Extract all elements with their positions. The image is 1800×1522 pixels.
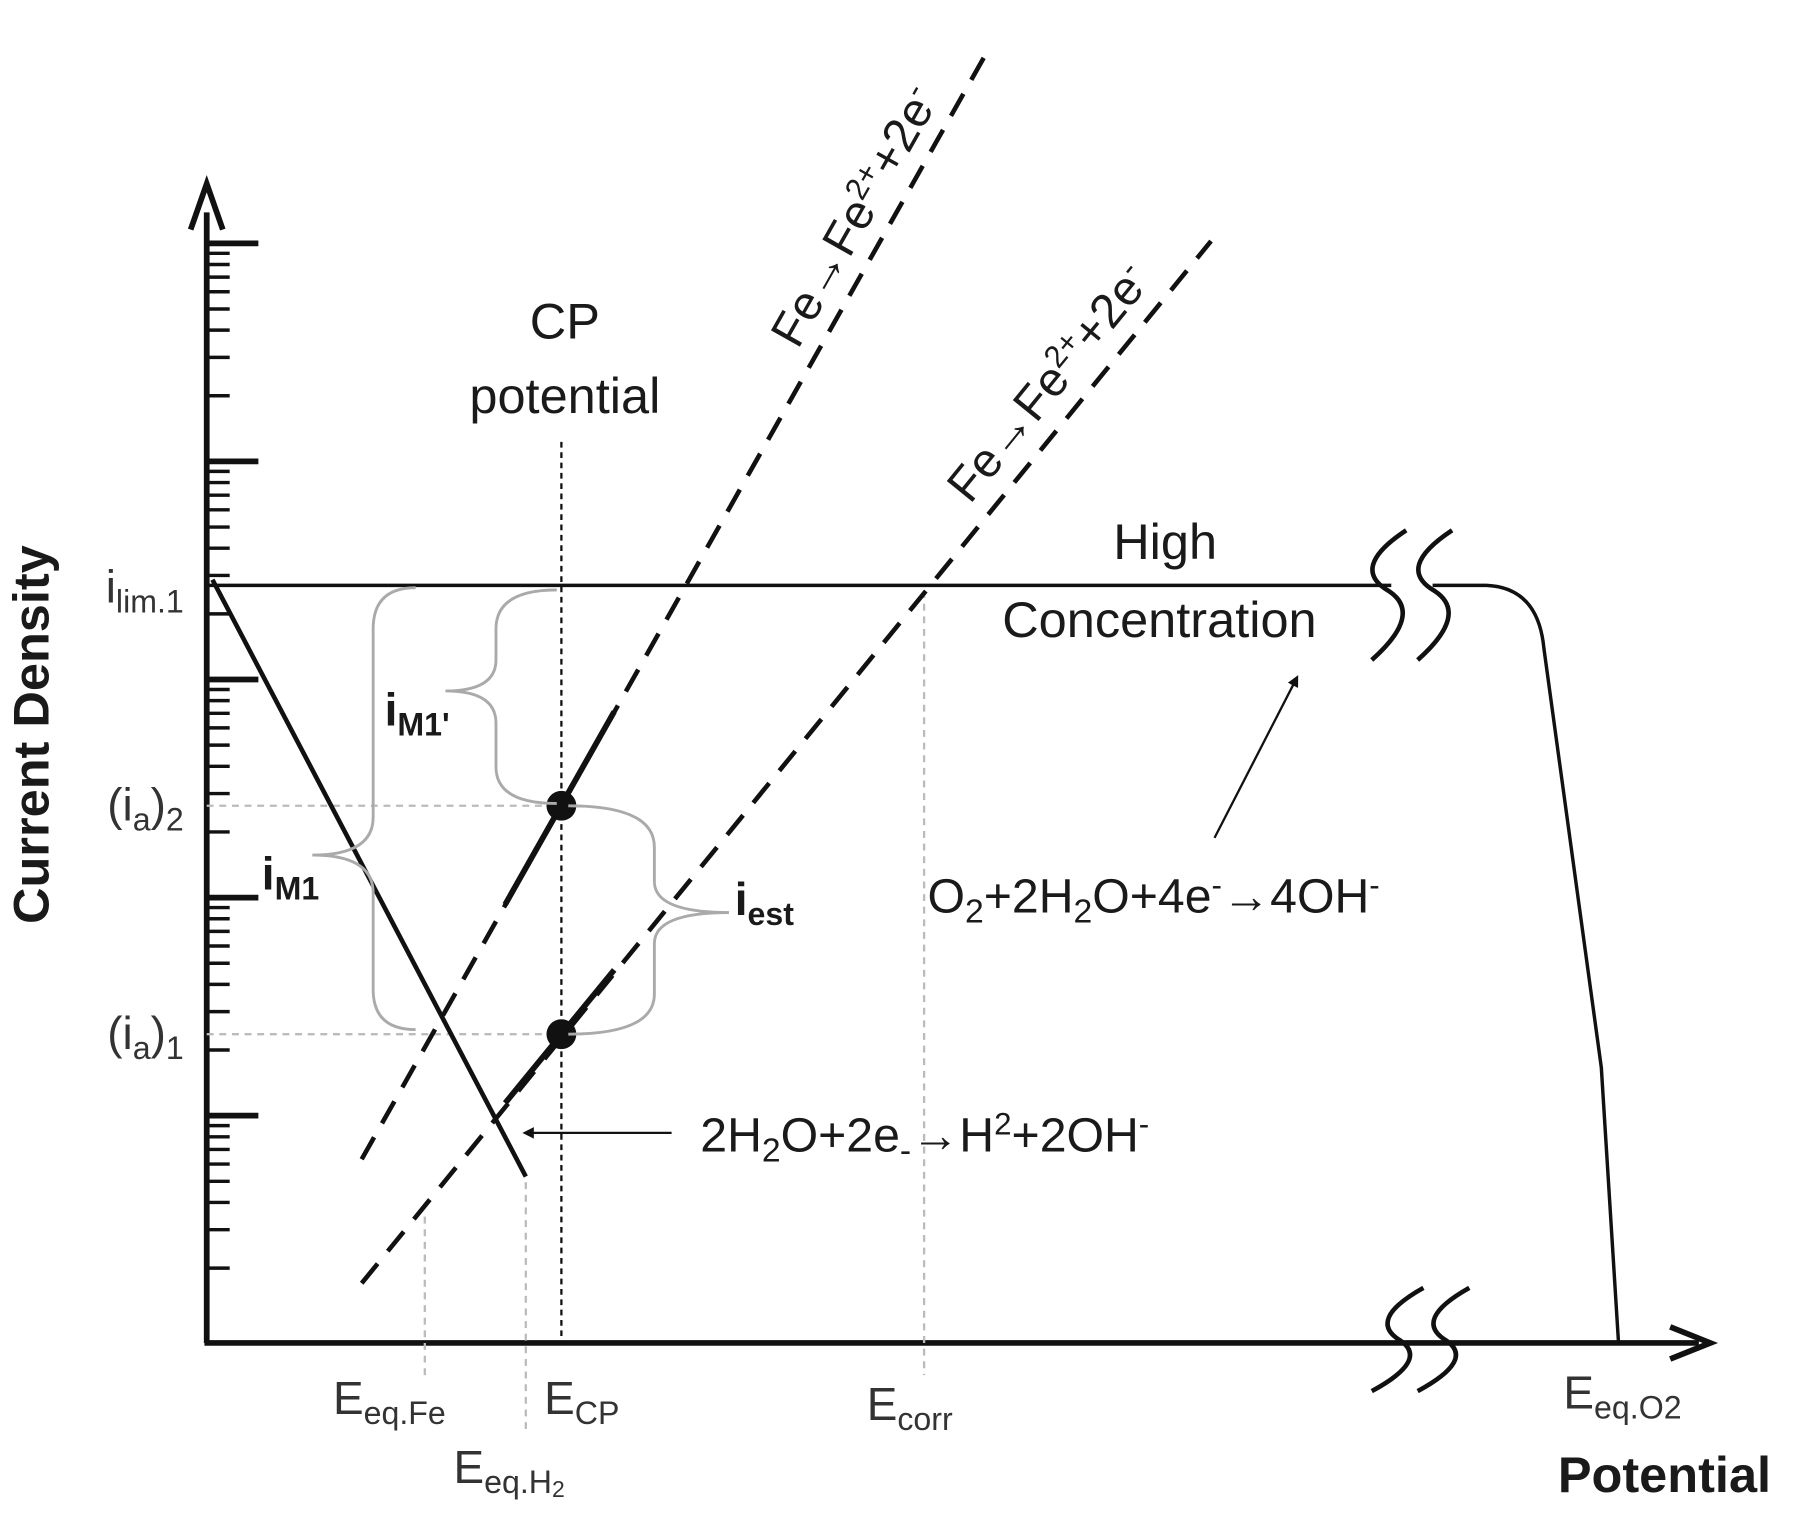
label-part: Fe→Fe	[937, 353, 1080, 512]
label-part: (i	[107, 779, 132, 831]
cp-title: CP	[530, 293, 600, 350]
x-label: Eeq.O2	[1563, 1366, 1681, 1425]
label-part: )	[151, 1007, 166, 1059]
fe-line-upper	[359, 50, 990, 1161]
reaction-label: O2+2H2O+4e-→4OH-	[928, 867, 1380, 930]
y-ticks	[206, 240, 259, 1270]
label-part: 2	[965, 893, 984, 931]
label-part: -	[1139, 1106, 1149, 1141]
line-break	[1370, 528, 1454, 662]
x-label: Ecorr	[867, 1378, 953, 1437]
label-part: -	[1369, 867, 1379, 902]
label-part: CP	[575, 1395, 620, 1431]
y-axis-title: Current Density	[2, 545, 59, 924]
reaction-label: Fe→Fe2++2e-	[759, 77, 950, 356]
label-part: corr	[897, 1400, 953, 1436]
x-label: ECP	[544, 1372, 619, 1431]
label-part: est	[747, 895, 794, 931]
label-part: eq.Fe	[364, 1395, 446, 1431]
oxygen-curve	[1432, 583, 1621, 1344]
guides	[206, 591, 926, 1430]
label-part: 2H	[700, 1108, 762, 1162]
label-part: E	[1563, 1366, 1594, 1418]
label-part: eq.O2	[1594, 1389, 1682, 1425]
label-part: 2	[762, 1131, 781, 1169]
label-part: lim.1	[116, 583, 184, 619]
label-part: O+2e	[781, 1108, 900, 1162]
braces	[312, 586, 729, 1036]
label-part: i	[735, 873, 748, 925]
current-label: iM1'	[385, 683, 450, 742]
reaction-label: 2H2O+2e-→H2+2OH-	[700, 1106, 1149, 1169]
label-part: -	[900, 1131, 911, 1169]
label-part: E	[867, 1378, 898, 1430]
y-label: (ia)2	[107, 779, 184, 838]
label-part: E	[544, 1372, 575, 1424]
label-part: O	[928, 870, 965, 924]
label-part: →4OH	[1222, 870, 1369, 924]
label-part: E	[333, 1372, 364, 1424]
label-part: i	[385, 683, 398, 735]
y-arrow	[187, 174, 226, 231]
label-part: →H	[911, 1108, 994, 1162]
cp-title: potential	[469, 367, 660, 424]
label-part: M1	[275, 870, 320, 906]
label-part: 2	[994, 1106, 1011, 1141]
label-part: Fe→Fe	[760, 189, 886, 355]
x-arrow	[1669, 1324, 1719, 1362]
label-part: a	[133, 801, 151, 837]
arrow-oxygen	[1213, 675, 1299, 839]
high-label: High	[1113, 513, 1217, 570]
y-label: (ia)1	[107, 1007, 184, 1066]
label-part: 2	[552, 1476, 565, 1502]
label-part: a	[133, 1030, 151, 1066]
label-part: -	[1212, 867, 1222, 902]
label-part: eq.H	[484, 1464, 552, 1500]
current-label: iM1	[262, 848, 319, 907]
reaction-label: Fe→Fe2++2e-	[935, 253, 1161, 512]
point-ia1	[546, 1019, 577, 1050]
label-part: O+4e	[1092, 870, 1211, 924]
x-label: Eeq.Fe	[333, 1372, 446, 1431]
label-part: )	[151, 779, 166, 831]
label-part: (i	[107, 1007, 132, 1059]
point-ia2	[546, 790, 577, 821]
label-part: +2H	[984, 870, 1074, 924]
label-part: 2	[1074, 893, 1093, 931]
label-part: i	[106, 561, 116, 613]
label-part: M1'	[397, 706, 449, 742]
break-gap	[1383, 1308, 1453, 1338]
fe-line-lower	[359, 239, 1213, 1285]
x-axis-title: Potential	[1558, 1446, 1771, 1503]
x-label: Eeq.H2	[454, 1441, 565, 1502]
x-break	[1370, 1285, 1471, 1394]
label-part: 2	[166, 801, 184, 837]
current-label: iest	[735, 873, 794, 932]
label-part: E	[454, 1441, 485, 1493]
label-part: 1	[166, 1030, 184, 1066]
label-part: +2OH	[1012, 1108, 1139, 1162]
high-label: Concentration	[1002, 591, 1316, 648]
y-label: ilim.1	[106, 561, 184, 620]
label-part: i	[262, 848, 275, 900]
